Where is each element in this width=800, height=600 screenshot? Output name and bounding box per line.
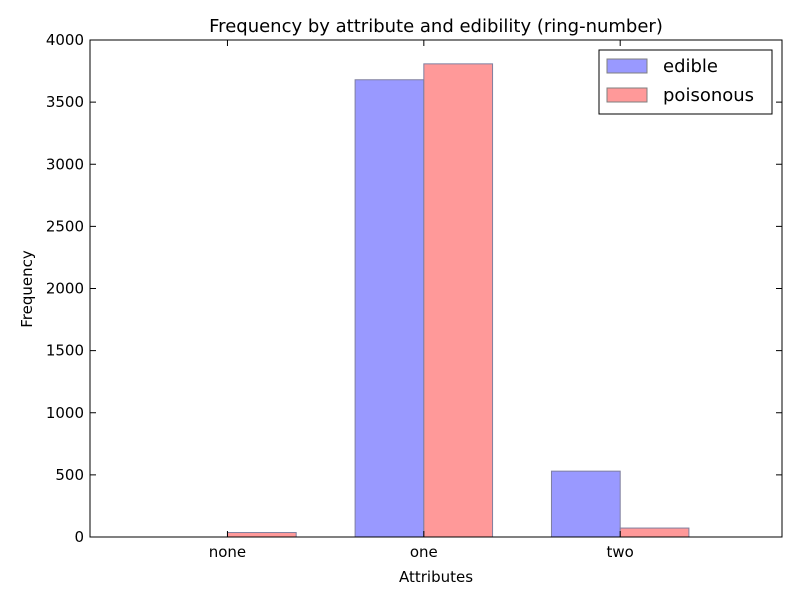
plot-frame — [89, 39, 783, 538]
y-tick-label: 3000 — [46, 155, 84, 173]
bar-poisonous-two — [619, 527, 690, 538]
y-axis-label: Frequency — [18, 250, 36, 328]
y-tick-label: 2500 — [46, 217, 84, 235]
x-tick-label: none — [209, 543, 246, 561]
y-tick-label: 0 — [74, 528, 84, 546]
legend-label-poisonous: poisonous — [663, 85, 754, 106]
y-tick-label: 3500 — [46, 93, 84, 111]
x-axis-label: Attributes — [399, 568, 473, 586]
bar-edible-two — [550, 470, 621, 538]
chart-title: Frequency by attribute and edibility (ri… — [209, 16, 663, 37]
legend: edible poisonous — [598, 49, 773, 115]
legend-label-edible: edible — [663, 56, 718, 77]
bar-edible-one — [354, 79, 425, 538]
x-tick-label: two — [607, 543, 634, 561]
bars — [226, 63, 690, 538]
y-tick-label: 500 — [55, 466, 84, 484]
axis-ticks: 0 500 1000 1500 2000 2500 3000 3500 4000 none one t… — [46, 31, 782, 561]
y-tick-label: 2000 — [46, 280, 84, 298]
legend-swatch-edible — [606, 58, 648, 74]
bar-poisonous-none — [226, 532, 297, 538]
y-tick-label: 1500 — [46, 342, 84, 360]
bar-poisonous-one — [423, 63, 494, 538]
legend-swatch-poisonous — [606, 87, 648, 103]
x-tick-label: one — [410, 543, 438, 561]
y-tick-label: 1000 — [46, 404, 84, 422]
y-tick-label: 4000 — [46, 31, 84, 49]
